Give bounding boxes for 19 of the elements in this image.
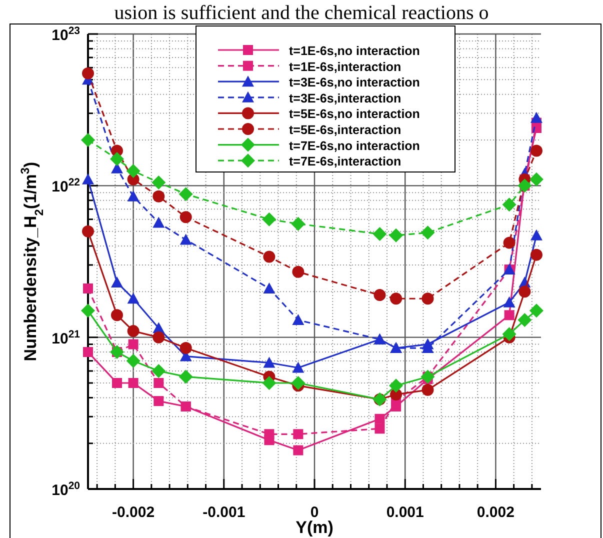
x-tick-label: -0.001 [202, 504, 246, 521]
x-tick-label: 0.002 [476, 504, 514, 521]
y-tick-label: 10$^{23}$ [52, 25, 80, 44]
x-tick-label: 0.001 [386, 504, 424, 521]
y-tick-label: 10$^{22}$ [52, 176, 80, 196]
legend-label: t=3E-6s,interaction [289, 91, 402, 106]
legend-label: t=5E-6s,no interaction [289, 107, 420, 122]
x-tick-label: -0.002 [112, 504, 155, 521]
legend-label: t=3E-6s,no interaction [289, 76, 420, 90]
text: usion is sufficient and the chemical reactions o [114, 2, 489, 24]
legend-label: t=5E-6s,interaction [289, 123, 402, 137]
y-tick-label: 10$^{21}$ [52, 328, 80, 348]
legend-label: t=1E-6s,no interaction [289, 44, 420, 58]
legend-label: t=7E-6s,no interaction [289, 138, 420, 153]
legend-label: t=1E-6s,interaction [289, 60, 402, 74]
legend-label: t=7E-6s,interaction [289, 154, 402, 169]
y-tick-label: 10$^{20}$ [52, 480, 80, 499]
x-tick-label: 0 [310, 504, 319, 521]
x-axis-title: Y(m) [296, 518, 334, 537]
